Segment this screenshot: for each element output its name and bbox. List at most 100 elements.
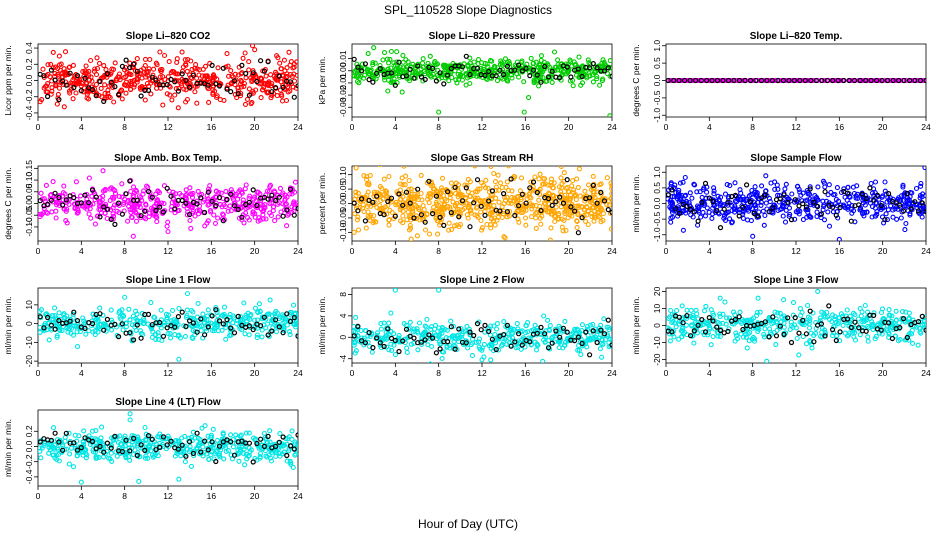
data-point [478, 201, 484, 207]
mean-point [796, 203, 802, 209]
data-point [110, 211, 116, 217]
mean-point [747, 199, 754, 205]
data-point [776, 193, 783, 199]
data-point [111, 202, 118, 208]
data-point [99, 94, 105, 100]
data-point [196, 72, 202, 78]
data-point [399, 175, 405, 181]
data-point [88, 57, 94, 64]
data-point [798, 192, 804, 198]
mean-point [560, 200, 567, 206]
data-point [53, 215, 59, 221]
x-tick-label: 12 [163, 122, 173, 132]
data-point [415, 192, 421, 198]
data-point [815, 184, 821, 190]
data-point [251, 317, 258, 323]
data-point [763, 173, 769, 179]
data-point [789, 191, 795, 197]
data-point [696, 209, 702, 215]
data-point [487, 202, 493, 209]
data-point [569, 183, 575, 189]
mean-point [736, 77, 743, 84]
data-point [63, 218, 69, 224]
data-point [481, 64, 487, 71]
data-point [900, 184, 906, 190]
mean-point [366, 197, 372, 203]
mean-point [769, 77, 776, 84]
data-point [920, 77, 926, 84]
data-point [500, 76, 506, 82]
data-point [596, 200, 602, 206]
data-point [257, 308, 263, 314]
mean-point [89, 187, 96, 193]
data-point [263, 325, 269, 331]
data-point [415, 196, 422, 203]
data-point [898, 215, 904, 221]
data-point [593, 334, 599, 340]
data-point [427, 361, 433, 363]
data-point [754, 194, 760, 200]
data-point [139, 75, 145, 81]
data-point [536, 176, 542, 182]
mean-point [355, 64, 361, 70]
mean-point [538, 324, 544, 330]
data-point [364, 192, 370, 198]
data-point [117, 314, 123, 320]
mean-point [512, 67, 518, 73]
data-point [821, 203, 827, 209]
data-point [403, 57, 409, 63]
data-point [439, 197, 445, 203]
mean-point [445, 189, 451, 195]
mean-point [56, 96, 62, 103]
mean-point [557, 74, 563, 81]
data-point [386, 60, 392, 66]
data-point [706, 209, 712, 215]
mean-point [366, 330, 372, 336]
data-point [194, 75, 200, 81]
data-point [164, 315, 170, 321]
y-tick-label: -0.01 [338, 73, 348, 93]
data-point [835, 198, 842, 204]
data-point [378, 335, 384, 341]
data-point [128, 214, 135, 220]
data-point [668, 77, 674, 84]
mean-point [605, 207, 611, 213]
mean-point [890, 77, 896, 84]
data-point [246, 86, 252, 92]
data-point [173, 201, 179, 207]
mean-point [381, 343, 387, 350]
data-point [669, 331, 676, 337]
data-point [419, 197, 425, 203]
data-point [383, 188, 389, 194]
data-point [609, 185, 612, 192]
mean-point [418, 212, 424, 218]
data-point [128, 78, 134, 84]
mean-point [407, 200, 413, 206]
data-point [102, 90, 108, 96]
x-tick-label: 24 [921, 368, 931, 378]
mean-point [680, 201, 686, 207]
data-point [272, 311, 278, 317]
data-point [400, 52, 406, 58]
data-point [502, 56, 509, 62]
data-point [61, 104, 67, 110]
data-point [134, 77, 140, 83]
data-point [507, 336, 513, 342]
x-tick-label: 0 [36, 122, 41, 132]
data-point [75, 320, 81, 326]
mean-point [205, 82, 211, 88]
data-point [227, 311, 233, 317]
x-tick-label: 4 [393, 122, 398, 132]
data-point [154, 85, 160, 91]
data-point [821, 313, 827, 319]
panel-title: Slope Amb. Box Temp. [114, 153, 222, 164]
mean-point [501, 332, 507, 338]
mean-point [82, 325, 88, 331]
mean-point [430, 65, 436, 72]
data-point [161, 183, 167, 189]
data-point [575, 347, 581, 353]
mean-point [269, 192, 275, 198]
data-point [385, 88, 391, 94]
data-point [491, 323, 497, 329]
data-point [138, 330, 144, 337]
